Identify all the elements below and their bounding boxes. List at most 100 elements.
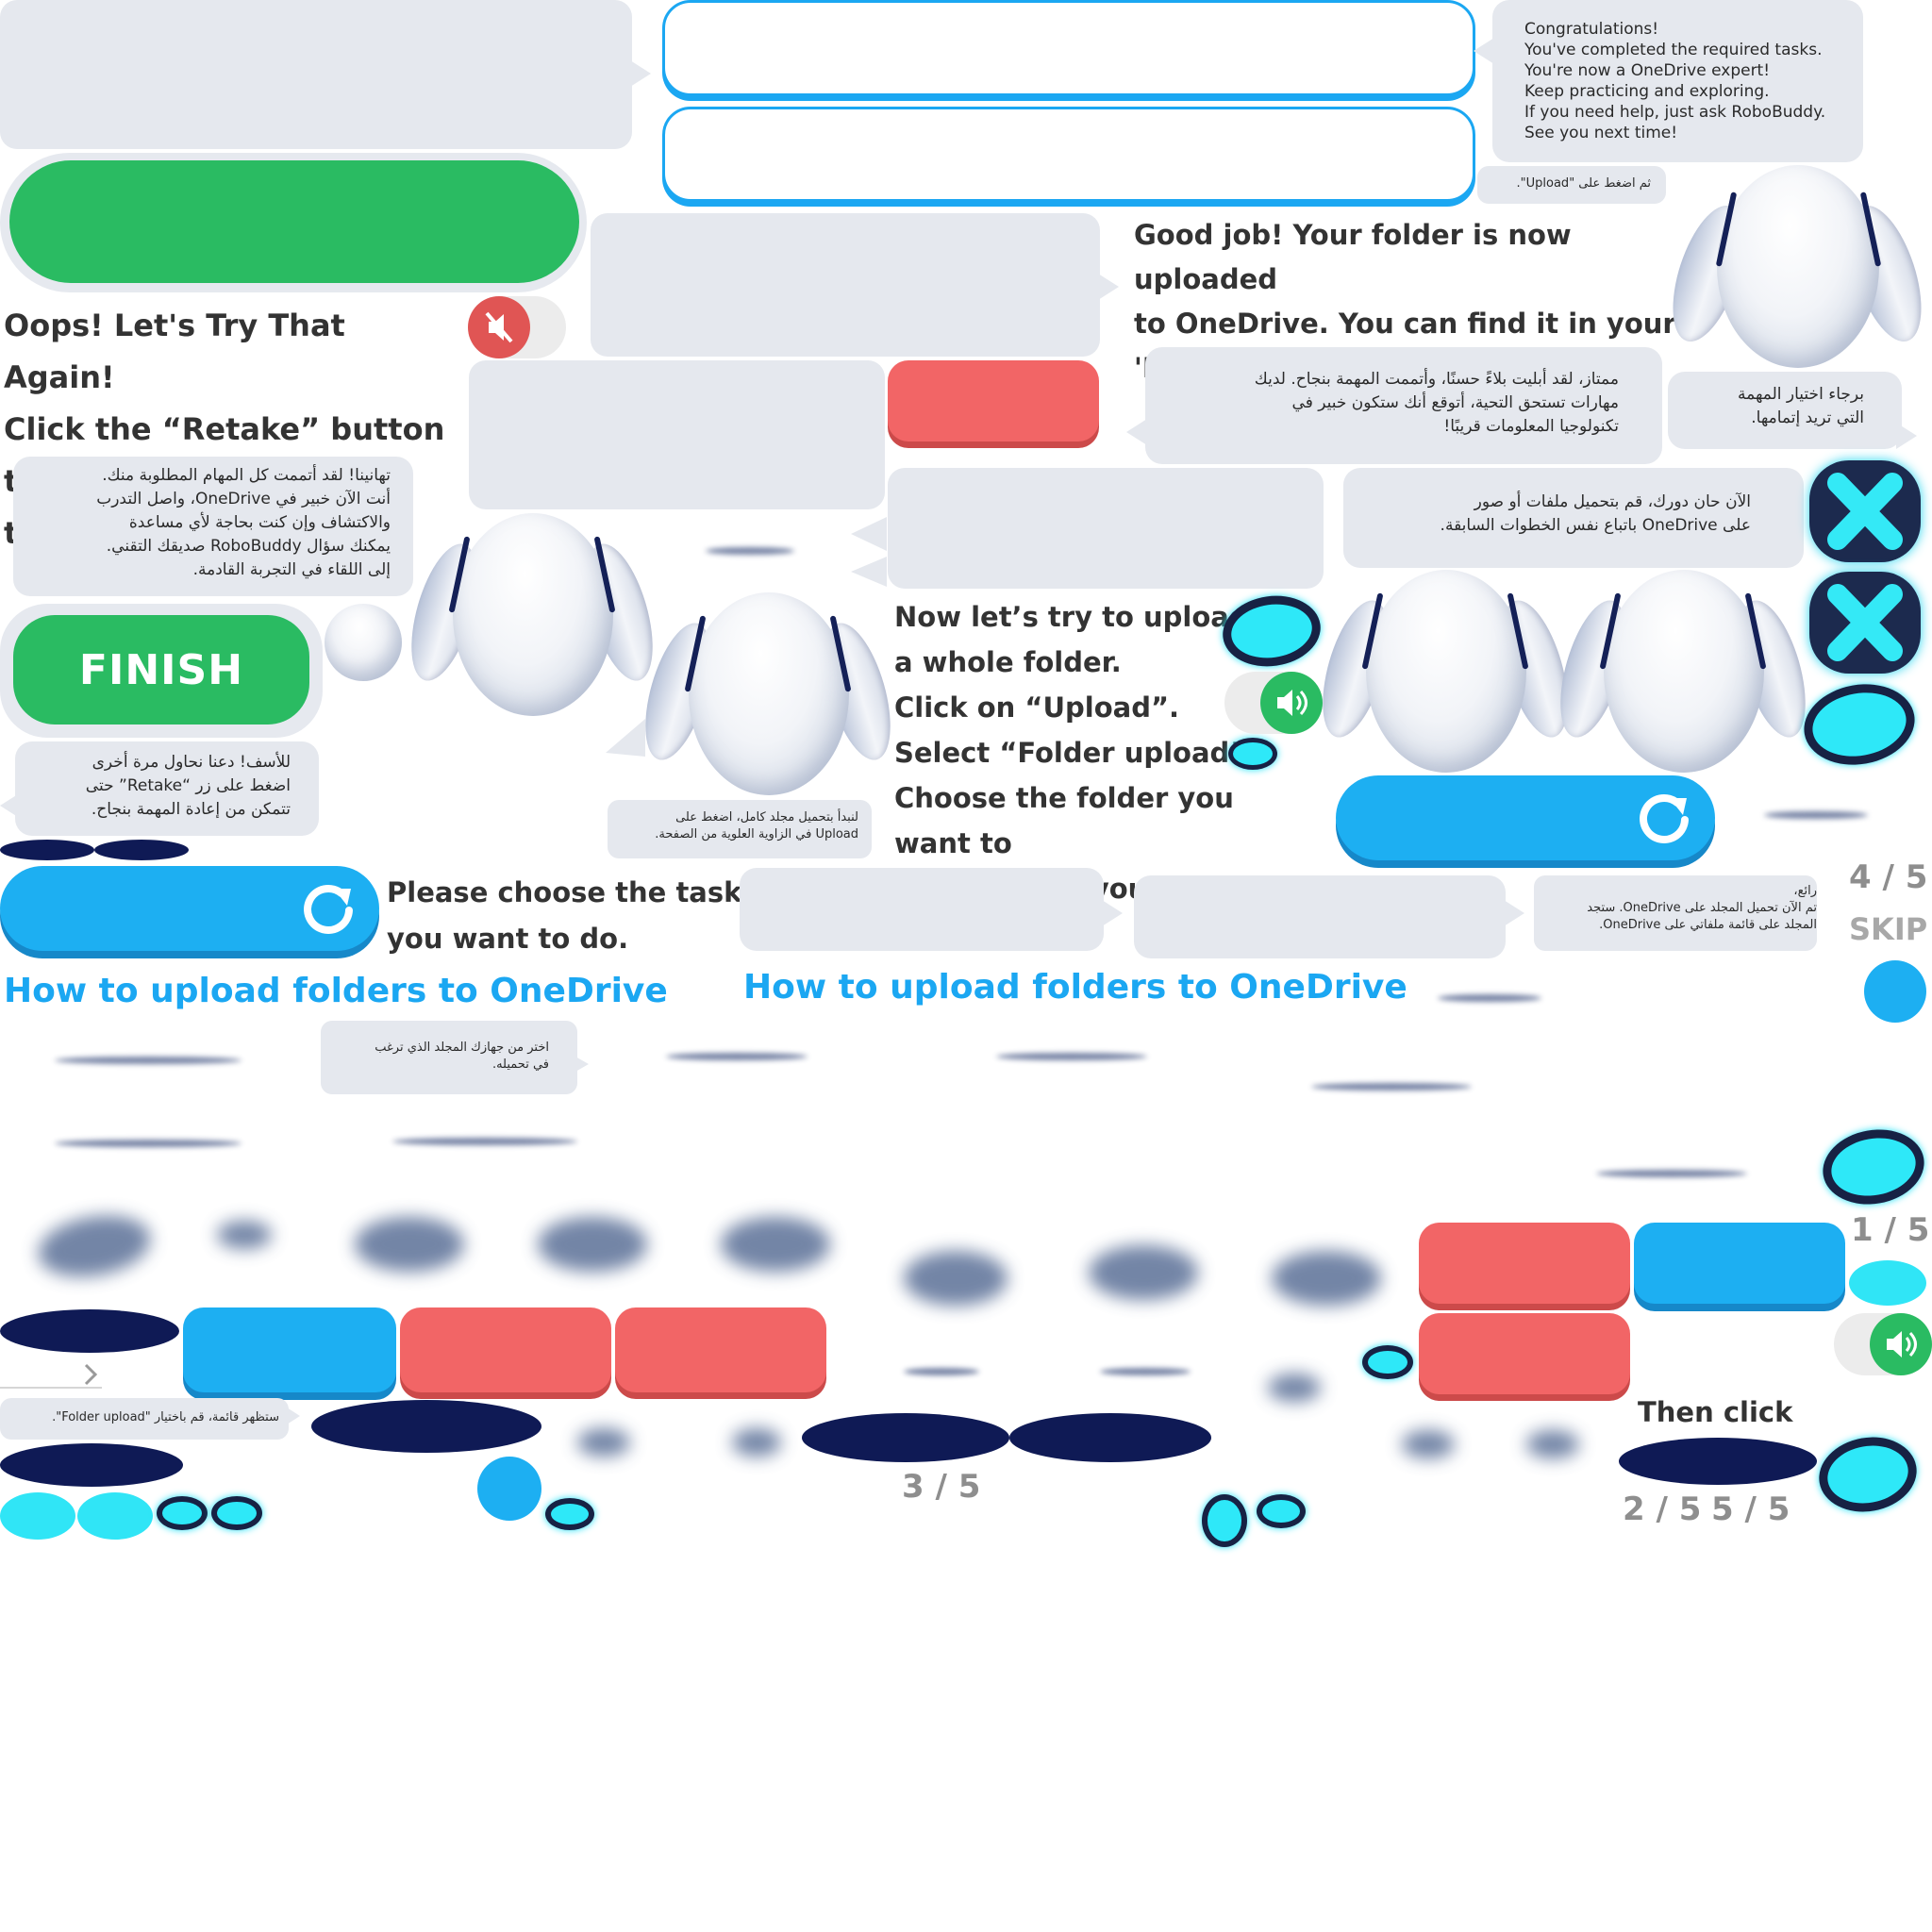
menu-appears-ar-bubble [0,1398,289,1440]
robot-head [689,592,849,795]
text-line: للأسف! دعنا نحاول مرة أخرى [92,753,291,772]
retake-button[interactable] [0,866,379,951]
choose-task-ar-bubble [1668,372,1902,449]
shadow-line [706,547,794,555]
blue-dot [477,1457,541,1521]
cyan-blob-icon [211,1496,262,1530]
select-folder-ar-text: اختر من جهازك المجلد الذي ترغب في تحميله… [326,1040,549,1074]
cyan-blob-icon [0,1492,75,1540]
cyan-blob-icon [545,1498,594,1530]
shadow-line [666,1053,808,1060]
shadow-line [1100,1368,1191,1375]
shadow-line [1764,811,1868,819]
robot-head [1604,570,1764,773]
blurred-shadow [732,1428,781,1457]
blurred-shadow [33,1208,156,1285]
text-line: والاكتشاف وإن كنت بحاجة لأي مساعدة [128,513,391,532]
blurred-shadow [217,1221,272,1249]
dark-ellipse [0,1443,183,1487]
blurred-shadow [538,1217,647,1272]
dark-ellipse [1619,1438,1817,1485]
text-line: You've completed the required tasks. [1524,41,1823,59]
bubble-tail [606,719,645,757]
text-line: تهانينا! لقد أتممت كل المهام المطلوبة من… [102,466,391,485]
red-button[interactable] [615,1307,826,1392]
congrats-ar-bubble [13,457,413,596]
empty-bubble-center [469,360,885,509]
blurred-shadow [1272,1251,1381,1306]
next-nav[interactable] [0,1358,102,1389]
text-line: Upload في الزاوية العلوية من الصفحة. [655,827,858,841]
red-button[interactable] [1419,1223,1630,1304]
bubble-tail [0,792,21,819]
sound-toggle-on[interactable] [1224,672,1323,734]
then-click-upload-ar: ثم اضغط على "Upload". [1516,176,1652,191]
text-line: التي تريد إتمامها. [1751,408,1864,427]
skip-button[interactable]: SKIP [1849,911,1928,947]
cyan-blob-icon [1257,1494,1306,1528]
red-button[interactable] [400,1307,611,1392]
text-line: ممتاز، لقد أبليت بلاءً حسنًا، وأتممت الم… [1254,370,1619,389]
finish-button[interactable]: FINISH [13,615,309,724]
empty-outlined-box-1[interactable] [662,0,1475,96]
cyan-blob-icon [1228,738,1277,770]
bubble-tail [1474,38,1494,64]
excellent-ar-bubble [1145,347,1662,464]
blurred-shadow [1526,1430,1579,1458]
text-line: you want to do. [387,923,629,955]
cyan-blob-icon [1817,1122,1930,1212]
congrats-en-bubble [1492,0,1863,162]
blurred-shadow [904,1251,1008,1306]
your-turn-ar-text: الآن حان دورك، قم بتحميل ملفات أو صور عل… [1358,491,1751,538]
text-line: اضغط على زر “Retake” حتى [85,776,291,795]
bubble-tail [1504,900,1524,926]
bubble-tail [851,557,887,587]
text-line: المجلد على قائمة ملفاتي على OneDrive. [1599,918,1817,932]
close-x-icon [1827,584,1903,661]
text-line: See you next time! [1524,124,1678,142]
sorry-ar-text: للأسف! دعنا نحاول مرة أخرى اضغط على زر “… [28,751,291,822]
retake-button[interactable] [1336,775,1715,860]
speaker-muted-icon [468,296,530,358]
cyan-blob-icon [1797,675,1922,774]
text-line: Click on “Upload”. [894,691,1180,724]
text-line: يمكنك سؤال RoboBuddy صديقك التقني. [106,537,391,556]
blurred-shadow [721,1217,830,1272]
blurred-shadow [1268,1374,1321,1402]
robobuddy-head-right-2 [1547,570,1819,777]
text-line: الآن حان دورك، قم بتحميل ملفات أو صور [1474,492,1751,511]
choose-task-ar-text: برجاء اختيار المهمة التي تريد إتمامها. [1679,383,1864,430]
text-line: مهارات تستحق التحية، أتوقع أنك ستكون خبي… [1291,393,1619,412]
chevron-right-icon [84,1363,98,1386]
shadow-line [996,1053,1147,1060]
progress-counter: 5 / 5 [1711,1491,1790,1528]
close-button[interactable] [1809,572,1921,674]
start-folder-ar-text: لنبدأ بتحميل مجلد كامل، اضغط على Upload … [613,809,858,843]
text-line: في تحميله. [491,1058,549,1072]
green-wide-button[interactable] [9,160,579,283]
refresh-icon [1640,794,1689,843]
shadow-line [904,1368,979,1375]
robot-head [453,513,613,716]
blue-button[interactable] [183,1307,396,1392]
sound-toggle-muted[interactable] [468,296,566,358]
blurred-shadow [1089,1245,1198,1300]
close-x-icon [1827,473,1903,550]
text-line: رائع، [1793,884,1817,898]
sound-toggle-on[interactable] [1834,1313,1932,1375]
empty-outlined-box-2[interactable] [662,107,1475,202]
select-folder-ar-bubble [321,1021,577,1094]
bubble-tail [851,517,887,551]
blurred-shadow [577,1428,630,1457]
red-button[interactable] [888,360,1099,441]
progress-counter: 2 / 5 [1623,1491,1702,1528]
bubble-tail [630,60,651,87]
red-button[interactable] [1419,1313,1630,1394]
text-line: You're now a OneDrive expert! [1524,61,1771,80]
blue-button[interactable] [1634,1223,1845,1304]
dark-ellipse [1009,1413,1211,1462]
close-button[interactable] [1809,460,1921,562]
text-line: برجاء اختيار المهمة [1738,385,1864,404]
text-line: Oops! Let's Try That Again! [4,308,345,395]
excellent-ar-text: ممتاز، لقد أبليت بلاءً حسنًا، وأتممت الم… [1162,368,1619,439]
